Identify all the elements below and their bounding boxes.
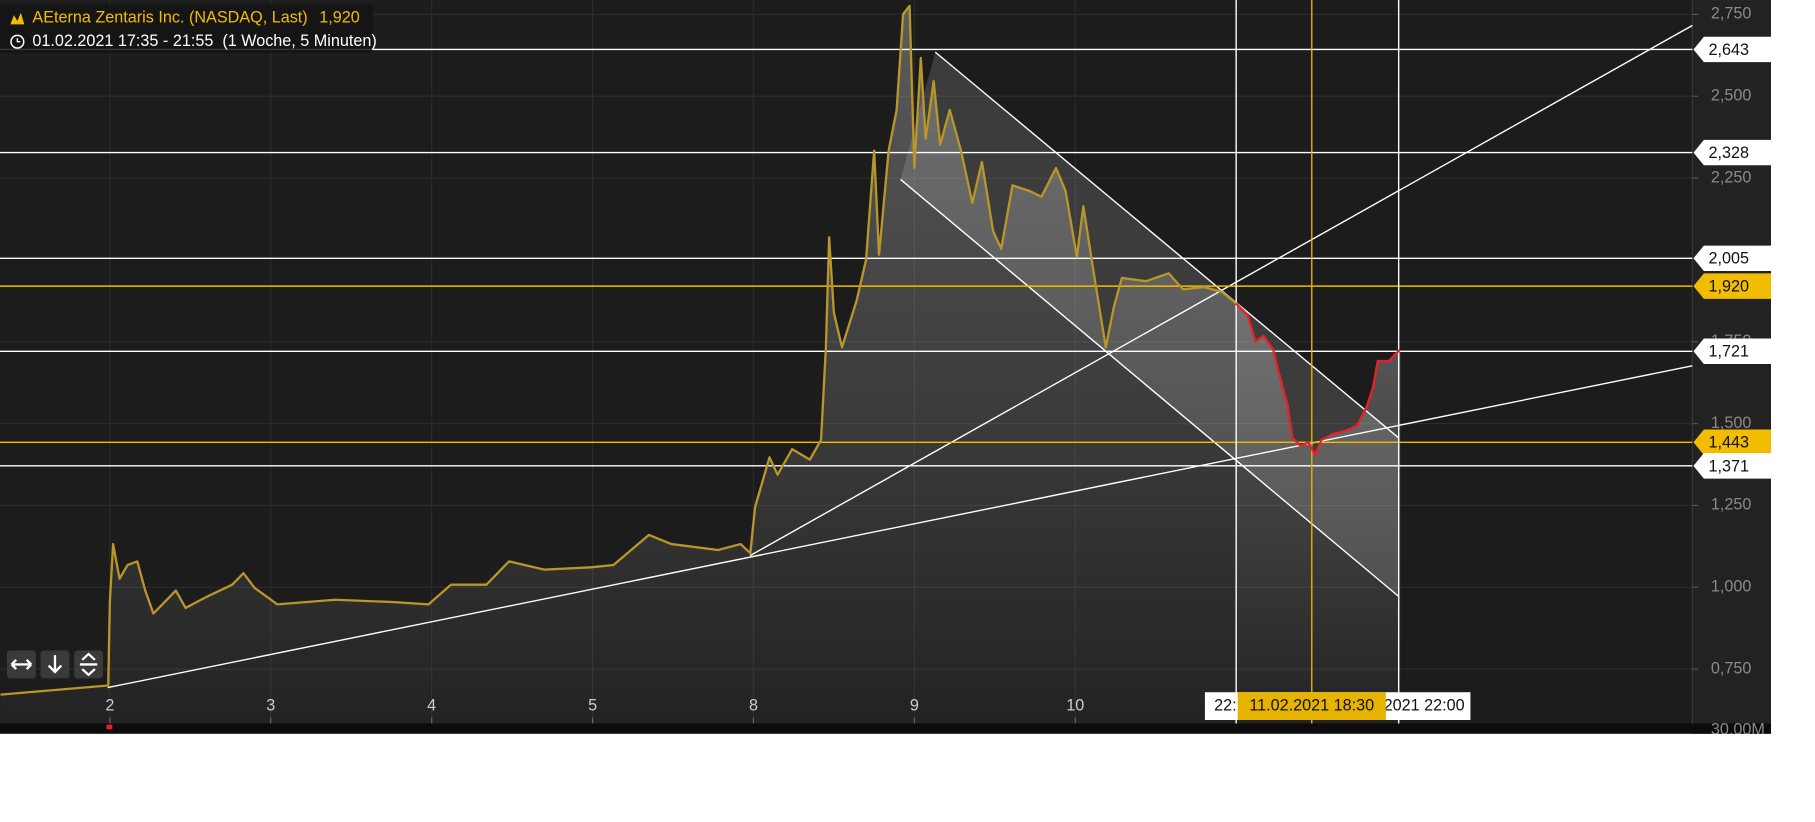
marker xyxy=(106,724,113,730)
level-tags: 2,643 2,328 2,005 1,920 1,721 1,443 1,371 xyxy=(1693,36,1772,479)
level-tag xyxy=(1693,429,1772,456)
area-layer xyxy=(0,5,1401,724)
axis-background xyxy=(1692,0,1772,734)
toolbar xyxy=(6,650,104,679)
price-lines xyxy=(0,4,1402,696)
level-label: 1,371 xyxy=(1709,457,1750,475)
tick-labels: 0,7501,0001,2501,5001,7502,2502,5002,750… xyxy=(105,5,1751,724)
last-price: 1,920 xyxy=(319,9,360,27)
time-label-box xyxy=(1237,692,1386,721)
x-tick-label: 5 xyxy=(588,696,597,714)
x-tick-label: 3 xyxy=(266,696,275,714)
channel-lower xyxy=(900,178,1399,597)
time-label: 11.02.2021 18:30 xyxy=(1249,696,1374,714)
channel-upper xyxy=(934,51,1399,439)
levels xyxy=(0,48,1693,467)
x-tick-label: 8 xyxy=(749,696,758,714)
price-line xyxy=(1235,302,1402,457)
channel-fill xyxy=(900,52,1399,597)
level-label: 1,721 xyxy=(1709,343,1750,361)
x-tick-label: 10 xyxy=(1066,696,1084,714)
time-label: 22: xyxy=(1214,696,1237,714)
level-label: 2,643 xyxy=(1709,41,1750,59)
y-tick-label: 1,250 xyxy=(1711,496,1752,514)
axis-bar xyxy=(0,723,1772,734)
y-tick-label: 1,500 xyxy=(1711,414,1752,432)
clock-hands xyxy=(16,38,21,43)
price-line xyxy=(0,4,1237,696)
download-icon xyxy=(47,655,63,674)
y-tick-label: 1,000 xyxy=(1711,578,1752,596)
level-tag xyxy=(1693,139,1772,166)
y-tick-label: 0,750 xyxy=(1711,659,1752,677)
pan-icon xyxy=(10,658,33,670)
time-label: 2021 22:00 xyxy=(1384,696,1465,714)
level-label: 1,443 xyxy=(1709,434,1750,452)
level-label: 1,920 xyxy=(1709,278,1750,296)
crosshairs xyxy=(1235,0,1400,734)
x-tick-label: 2 xyxy=(105,696,114,714)
header-box xyxy=(0,4,373,54)
trend-line xyxy=(107,365,1693,689)
resize-icon xyxy=(79,652,98,677)
y-tick-label: 2,250 xyxy=(1711,168,1752,186)
y-tick-label: 2,500 xyxy=(1711,87,1752,105)
level-tag xyxy=(1693,453,1772,479)
x-tick-label: 9 xyxy=(910,696,919,714)
y-tick-label: 2,750 xyxy=(1711,5,1752,23)
clock-icon xyxy=(10,34,25,49)
chart-icon xyxy=(10,12,25,25)
level-tag xyxy=(1693,338,1772,365)
bottom-blank xyxy=(0,733,1815,822)
price-area xyxy=(1236,303,1401,724)
title: AEterna Zentaris Inc. (NASDAQ, Last) xyxy=(32,9,307,27)
subtitle: 01.02.2021 17:35 - 21:55 (1 Woche, 5 Min… xyxy=(32,32,376,50)
level-tag xyxy=(1693,245,1772,272)
x-tick-label: 4 xyxy=(427,696,436,714)
chart-title: AEterna Zentaris Inc. (NASDAQ, Last) 1,92… xyxy=(32,9,359,27)
level-label: 2,005 xyxy=(1709,250,1750,268)
crosshair-labels: 22: 2021 22:00 11.02.2021 18:30 xyxy=(1204,692,1471,721)
price-area xyxy=(0,5,1237,724)
level-tag xyxy=(1693,36,1772,63)
level-label: 2,328 xyxy=(1709,144,1750,162)
level-tag xyxy=(1693,273,1772,299)
